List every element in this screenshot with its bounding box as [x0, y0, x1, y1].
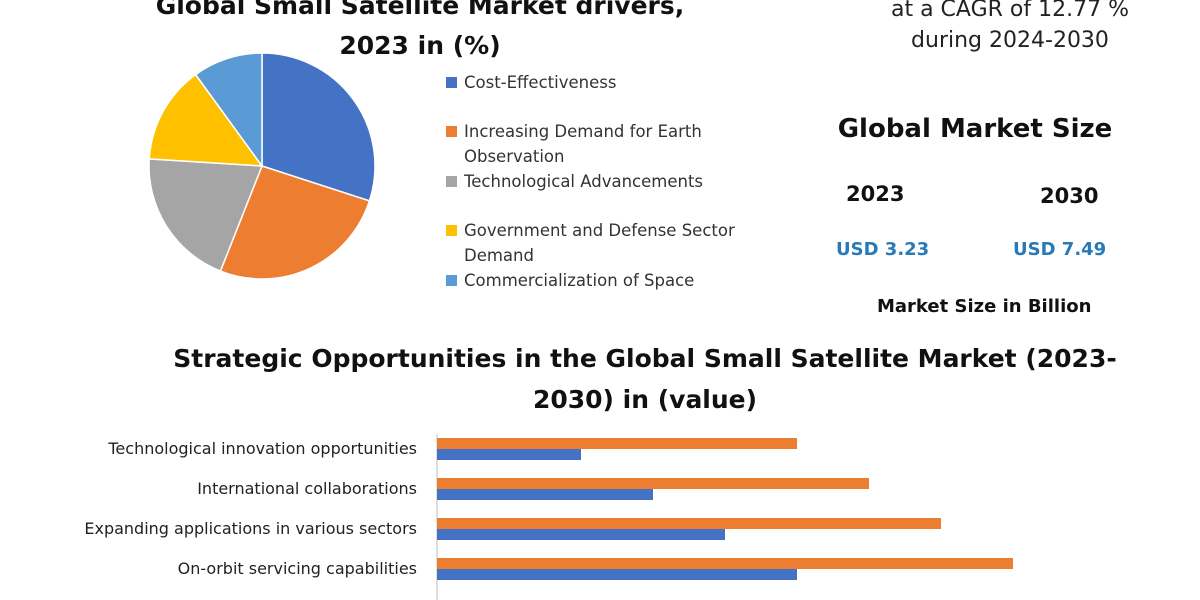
- legend-swatch: [446, 225, 457, 236]
- cagr-text: at a CAGR of 12.77 % during 2024-2030: [860, 0, 1160, 56]
- logo-arc-icon: [760, 0, 850, 4]
- legend-label: Commercialization of Space: [464, 271, 695, 290]
- pie-slice-government-and-defense-sector-demand: [148, 73, 264, 167]
- legend-label: Increasing Demand for Earth Observation: [464, 122, 702, 166]
- year-end: 2030: [1040, 184, 1099, 208]
- bar-orange-3: [437, 518, 941, 529]
- legend-swatch: [446, 126, 457, 137]
- legend-label: Cost-Effectiveness: [464, 73, 617, 92]
- bar-orange-1: [437, 438, 797, 449]
- pie-slice-increasing-demand-for-earth-observation: [219, 165, 371, 280]
- bar-marks: [437, 438, 1013, 580]
- bar-orange-4: [437, 558, 1013, 569]
- bar-blue-2: [437, 489, 653, 500]
- bar-blue-1: [437, 449, 581, 460]
- bar-blue-4: [437, 569, 797, 580]
- cagr-line2: during 2024-2030: [911, 28, 1109, 53]
- market-value-start: USD 3.23: [836, 239, 930, 260]
- bar-chart: Technological innovation opportunities In…: [84, 434, 1013, 600]
- pie-slice-commercialization-of-space: [194, 52, 263, 169]
- market-value-end: USD 7.49: [1013, 239, 1107, 260]
- legend-swatch: [446, 77, 457, 88]
- bar-title-line2: 2030) in (value): [532, 385, 758, 414]
- cagr-line1: at a CAGR of 12.77 %: [890, 0, 1129, 22]
- pie-chart: [148, 52, 376, 280]
- legend-label: Government and Defense Sector Demand: [464, 221, 735, 265]
- bar-category-label: Expanding applications in various sector…: [84, 519, 417, 538]
- pie-title-line1: Global Small Satellite Market drivers,: [155, 0, 685, 20]
- legend-swatch: [446, 176, 457, 187]
- pie-chart-title: Global Small Satellite Market drivers, 2…: [150, 0, 690, 66]
- pie-slices: [148, 52, 376, 280]
- bar-blue-3: [437, 529, 725, 540]
- legend-label: Technological Advancements: [464, 172, 704, 191]
- pie-slice-technological-advancements: [148, 158, 264, 273]
- bar-chart-title: Strategic Opportunities in the Global Sm…: [150, 338, 1140, 420]
- bar-title-line1: Strategic Opportunities in the Global Sm…: [173, 344, 1117, 373]
- pie-title-line2: 2023 in (%): [339, 31, 501, 60]
- bar-category-label: Technological innovation opportunities: [107, 439, 417, 458]
- market-size-title: Global Market Size: [837, 114, 1113, 144]
- bar-category-label: International collaborations: [197, 479, 417, 498]
- market-size-unit: Market Size in Billion: [877, 296, 1092, 317]
- pie-slice-cost-effectiveness: [261, 52, 376, 202]
- year-start: 2023: [846, 182, 905, 206]
- bar-orange-2: [437, 478, 869, 489]
- bar-category-label: On-orbit servicing capabilities: [178, 559, 417, 578]
- legend-swatch: [446, 275, 457, 286]
- bar-category-labels: Technological innovation opportunities In…: [84, 439, 417, 578]
